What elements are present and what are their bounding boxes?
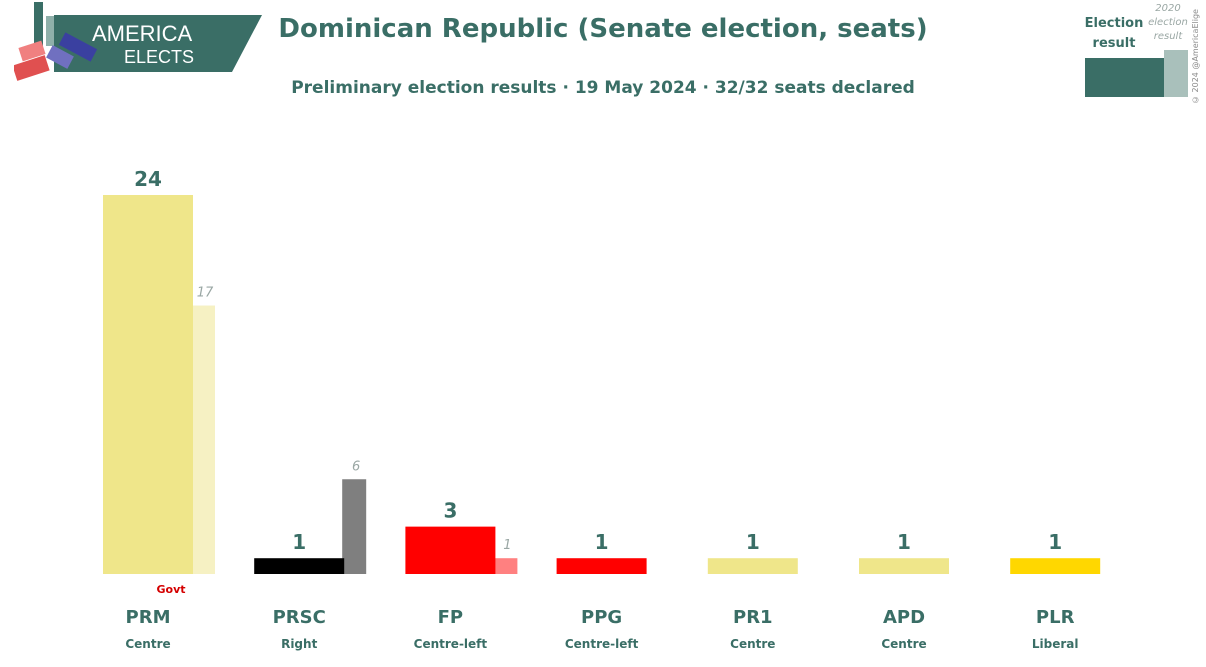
category-label-prm: PRM (126, 607, 171, 628)
seat-bar-chart: 17 24 PRM Centre 6 1 PRSC Right 1 3 FP Centre-left 1… (103, 167, 1101, 651)
bar-prm (103, 195, 193, 574)
legend-previous-label-2: election (1148, 17, 1188, 28)
legend-current-swatch (1085, 58, 1164, 97)
ideology-label-ppg: Centre-left (565, 637, 639, 651)
category-label-fp: FP (438, 607, 464, 628)
america-elects-logo: AMERICA ELECTS (14, 2, 262, 81)
ideology-label-prsc: Right (281, 637, 317, 651)
legend-previous-label-1: 2020 (1155, 3, 1180, 14)
legend-current-label-1: Election (1085, 16, 1144, 31)
bar-ppg (556, 558, 647, 574)
ideology-label-pr1: Centre (730, 637, 775, 651)
bar-2020-prm (191, 305, 215, 574)
bar-plr (1010, 558, 1101, 574)
bar-prsc (254, 558, 345, 574)
bar-apd (859, 558, 949, 574)
brand-line1: AMERICA (92, 21, 193, 46)
category-label-pr1: PR1 (733, 607, 773, 628)
brand-line2: ELECTS (124, 47, 194, 67)
value-label-pr1: 1 (746, 530, 760, 554)
label-2020-prsc: 6 (352, 459, 360, 474)
category-label-plr: PLR (1036, 607, 1075, 628)
legend-current-label-2: result (1093, 36, 1136, 51)
value-label-plr: 1 (1048, 530, 1062, 554)
value-label-prm: 24 (134, 167, 162, 191)
legend-previous-swatch (1164, 50, 1188, 97)
govt-annotation: Govt (156, 583, 185, 596)
bar-2020-fp (493, 558, 518, 574)
value-label-fp: 3 (443, 499, 457, 523)
page-subtitle: Preliminary election results · 19 May 20… (291, 78, 915, 98)
category-label-prsc: PRSC (273, 607, 326, 628)
label-2020-fp: 1 (503, 538, 511, 553)
bar-fp (405, 526, 496, 574)
ideology-label-apd: Centre (881, 637, 926, 651)
ideology-label-fp: Centre-left (414, 637, 488, 651)
category-label-apd: APD (883, 607, 925, 628)
ideology-label-prm: Centre (125, 637, 170, 651)
label-2020-prm: 17 (197, 286, 214, 301)
ideology-label-plr: Liberal (1032, 637, 1079, 651)
credit: © 2024 @AmericaElige (1191, 9, 1200, 104)
legend-previous-label-3: result (1154, 31, 1184, 42)
legend: Election result 2020 election result (1085, 3, 1188, 97)
value-label-prsc: 1 (292, 530, 306, 554)
bar-pr1 (707, 558, 798, 574)
value-label-apd: 1 (897, 530, 911, 554)
value-label-ppg: 1 (595, 530, 609, 554)
page-title: Dominican Republic (Senate election, sea… (278, 14, 928, 44)
category-label-ppg: PPG (581, 607, 622, 628)
bar-2020-prsc (342, 479, 367, 574)
